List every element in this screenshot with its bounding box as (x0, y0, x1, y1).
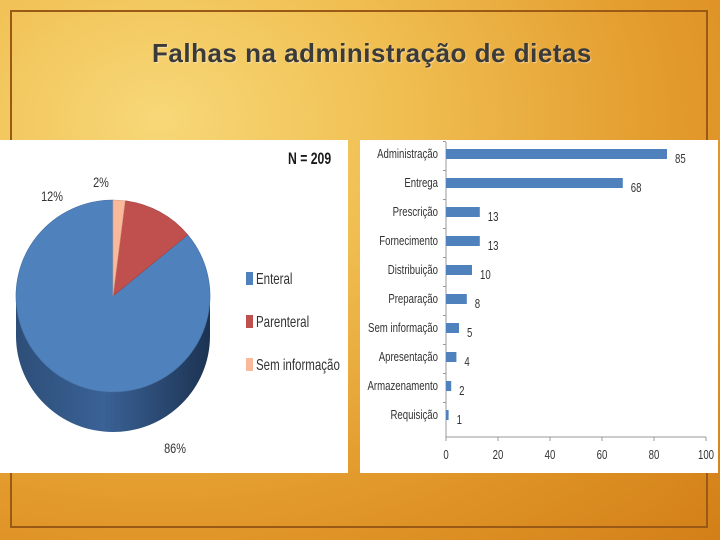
bar-category-label: Entrega (404, 177, 438, 191)
bar-x-tick-label: 40 (545, 449, 556, 463)
bar-value-label: 85 (675, 153, 686, 167)
bar-category-label: Administração (377, 148, 438, 162)
legend-item-parenteral: Parenteral (246, 312, 309, 330)
bar-category-label: Preparação (388, 293, 438, 307)
slide-title: Falhas na administração de dietas (152, 38, 592, 68)
bar-value-label: 2 (459, 385, 464, 399)
pie-chart: 86% 12% 2% N = 209 Enteral Parenteral Sem info… (15, 150, 340, 457)
bar-x-tick-label: 20 (493, 449, 504, 463)
pie-label-sem-informacao: 2% (93, 175, 109, 191)
pie-chart-panel: 86% 12% 2% N = 209 Enteral Parenteral Sem info… (0, 140, 348, 473)
bar (446, 294, 467, 304)
legend-label: Parenteral (256, 312, 309, 330)
bar (446, 265, 472, 275)
bar (446, 352, 457, 362)
bar-x-tick-label: 60 (597, 449, 608, 463)
bar (446, 410, 449, 420)
legend-item-sem-informacao: Sem informação (246, 355, 340, 373)
pie-slice-sem-informacao (112, 199, 126, 297)
bar-value-label: 13 (488, 240, 499, 254)
legend-swatch (246, 358, 253, 371)
legend-label: Sem informação (256, 355, 340, 373)
bar-category-label: Requisição (390, 409, 438, 423)
bar-value-label: 13 (488, 211, 499, 225)
pie-side-wall (16, 296, 210, 432)
bar (446, 149, 667, 159)
pie-slice-parenteral (112, 200, 189, 297)
bar-category-label: Prescrição (393, 206, 438, 220)
bar-category-label: Distribuição (388, 264, 438, 278)
bar-x-tick-label: 100 (698, 449, 714, 463)
bar (446, 323, 459, 333)
bar-category-label: Fornecimento (379, 235, 438, 249)
legend-swatch (246, 272, 253, 285)
bar-category-label: Sem informação (368, 322, 438, 336)
bar (446, 236, 480, 246)
pie-sample-size: N = 209 (288, 150, 331, 168)
bar-value-label: 4 (464, 356, 470, 370)
bar-value-label: 1 (457, 414, 462, 428)
bar-value-label: 68 (631, 182, 642, 196)
bar (446, 178, 623, 188)
bar-x-tick-label: 80 (649, 449, 660, 463)
pie-label-parenteral: 12% (41, 189, 63, 205)
legend-swatch (246, 315, 253, 328)
bar (446, 381, 452, 391)
bar-category-label: Apresentação (379, 351, 438, 365)
bar-category-label: Armazenamento (367, 380, 438, 394)
bar-value-label: 8 (475, 298, 480, 312)
legend-label: Enteral (256, 269, 293, 287)
bar-chart-panel: Administração 85 Entrega 68 Prescrição 13 Forn… (360, 140, 718, 473)
legend-item-enteral: Enteral (246, 269, 293, 287)
bar-value-label: 10 (480, 269, 491, 283)
bar-x-tick-label: 0 (443, 449, 448, 463)
bar (446, 207, 480, 217)
pie-label-enteral: 86% (164, 441, 186, 457)
bar-value-label: 5 (467, 327, 472, 341)
